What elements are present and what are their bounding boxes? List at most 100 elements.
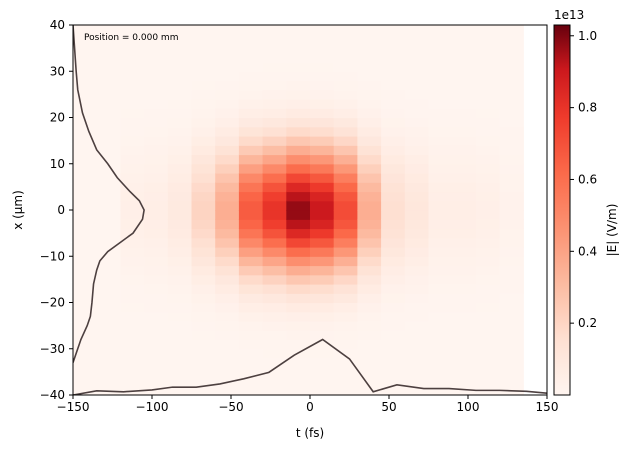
heatmap-cell <box>452 274 477 285</box>
heatmap-cell <box>333 182 358 193</box>
heatmap-cell <box>286 191 311 202</box>
lineouts <box>73 25 547 395</box>
heatmap-cell <box>499 89 524 100</box>
heatmap-cell <box>262 173 287 183</box>
heatmap-cell <box>381 145 406 156</box>
heatmap-cell <box>333 311 358 322</box>
heatmap-cell <box>167 191 193 202</box>
heatmap-cell <box>357 376 382 387</box>
heatmap-cell <box>120 117 145 128</box>
heatmap-cell <box>191 348 216 359</box>
heatmap-cell <box>120 210 145 220</box>
heatmap-cell <box>96 154 121 165</box>
heatmap-cell <box>310 219 335 230</box>
heatmap-cell <box>167 89 193 100</box>
heatmap-cell <box>404 376 430 387</box>
heatmap-cell <box>215 367 240 378</box>
heatmap-cell <box>262 136 287 146</box>
heatmap-cell <box>381 182 406 193</box>
heatmap-cell <box>73 43 98 54</box>
heatmap-cell <box>357 237 382 248</box>
heatmap-cell <box>120 89 145 100</box>
heatmap-cell <box>428 163 453 174</box>
heatmap-cell <box>191 311 216 322</box>
heatmap-cell <box>191 136 216 146</box>
heatmap-cell <box>73 339 98 350</box>
heatmap-cell <box>215 274 240 285</box>
heatmap-cell <box>286 126 311 137</box>
heatmap-cell <box>73 265 98 276</box>
heatmap-cell <box>238 228 264 239</box>
heatmap-cell <box>120 43 145 54</box>
heatmap-cell <box>191 237 216 248</box>
heatmap-cell <box>381 274 406 285</box>
heatmap-cell <box>144 367 169 378</box>
heatmap-cell <box>191 293 216 304</box>
heatmap-cell <box>452 256 477 267</box>
heatmap-cell <box>428 358 453 368</box>
colorbar-gradient <box>553 24 571 396</box>
heatmap-cell <box>73 210 98 220</box>
heatmap-cell <box>262 247 287 257</box>
heatmap-cell <box>452 173 477 183</box>
heatmap-cell <box>499 237 524 248</box>
heatmap-cell <box>428 385 453 395</box>
heatmap-cell <box>310 330 335 341</box>
heatmap-cell <box>333 284 358 294</box>
x-axis: −150 −100 −50 0 50 100 150 <box>57 395 558 414</box>
heatmap-cell <box>120 154 145 165</box>
y-tick-label: −10 <box>40 249 65 263</box>
heatmap-cell <box>96 173 121 183</box>
heatmap-cell <box>310 89 335 100</box>
heatmap-cell <box>96 126 121 137</box>
heatmap-cell <box>452 80 477 91</box>
heatmap-cell <box>475 339 501 350</box>
heatmap-cell <box>191 219 216 230</box>
heatmap-cell <box>238 25 264 35</box>
heatmap-cell <box>428 284 453 294</box>
heatmap-cell <box>262 293 287 304</box>
heatmap-cell <box>73 136 98 146</box>
heatmap-cell <box>475 200 501 211</box>
heatmap-cell <box>310 163 335 174</box>
heatmap-cell <box>96 247 121 257</box>
heatmap-cell <box>215 348 240 359</box>
colorbar-tick-label: 0.2 <box>578 316 597 330</box>
heatmap-cell <box>215 256 240 267</box>
heatmap-cell <box>428 274 453 285</box>
heatmap-cell <box>428 367 453 378</box>
heatmap-cell <box>428 256 453 267</box>
heatmap-cell <box>286 62 311 72</box>
heatmap-cell <box>381 237 406 248</box>
heatmap-cell <box>262 80 287 91</box>
heatmap-cell <box>73 126 98 137</box>
heatmap-cell <box>96 163 121 174</box>
heatmap-cell <box>73 237 98 248</box>
heatmap-cell <box>73 200 98 211</box>
heatmap-cell <box>286 274 311 285</box>
heatmap-cells <box>73 25 524 395</box>
heatmap-cell <box>286 293 311 304</box>
heatmap-cell <box>238 210 264 220</box>
heatmap-cell <box>215 154 240 165</box>
heatmap-cell <box>452 330 477 341</box>
heatmap-cell <box>310 43 335 54</box>
heatmap-cell <box>262 339 287 350</box>
heatmap-cell <box>404 52 430 63</box>
heatmap-cell <box>215 293 240 304</box>
heatmap-cell <box>499 71 524 82</box>
heatmap-cell <box>310 200 335 211</box>
heatmap-cell <box>120 200 145 211</box>
heatmap-cell <box>499 330 524 341</box>
heatmap-cell <box>96 219 121 230</box>
heatmap-cell <box>120 348 145 359</box>
heatmap-cell <box>381 34 406 45</box>
heatmap-cell <box>73 163 98 174</box>
heatmap-cell <box>357 62 382 72</box>
heatmap-cell <box>262 210 287 220</box>
heatmap-cell <box>120 284 145 294</box>
heatmap-cell <box>452 163 477 174</box>
heatmap-cell <box>96 367 121 378</box>
heatmap-cell <box>286 330 311 341</box>
heatmap-cell <box>286 376 311 387</box>
